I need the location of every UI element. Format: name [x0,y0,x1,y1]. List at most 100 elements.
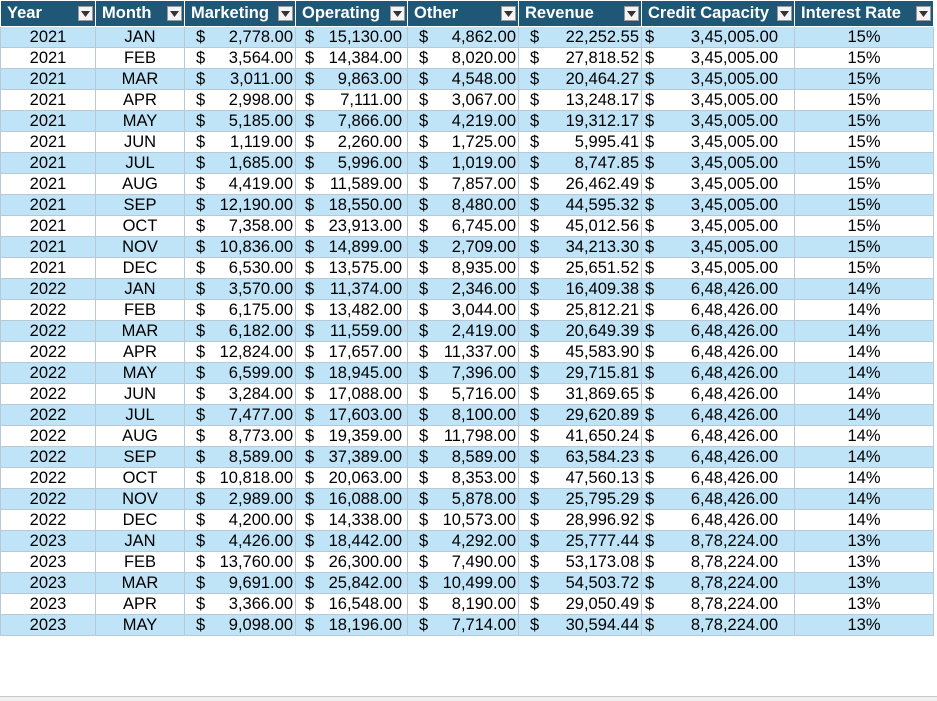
cell-interest-rate[interactable]: 13% [794,614,934,636]
cell-credit-capacity[interactable]: $3,45,005.00 [641,194,795,216]
cell-interest-rate[interactable]: 15% [794,47,934,69]
filter-dropdown-icon[interactable] [916,6,931,21]
cell-year[interactable]: 2021 [0,68,96,90]
cell-operating[interactable]: $23,913.00 [295,215,408,237]
cell-operating[interactable]: $2,260.00 [295,131,408,153]
cell-credit-capacity[interactable]: $8,78,224.00 [641,572,795,594]
cell-operating[interactable]: $16,088.00 [295,488,408,510]
cell-other[interactable]: $1,725.00 [407,131,519,153]
cell-other[interactable]: $7,714.00 [407,614,519,636]
cell-month[interactable]: NOV [95,488,185,510]
cell-marketing[interactable]: $12,824.00 [184,341,296,363]
cell-month[interactable]: FEB [95,299,185,321]
cell-revenue[interactable]: $25,651.52 [518,257,642,279]
cell-operating[interactable]: $14,384.00 [295,47,408,69]
cell-marketing[interactable]: $8,589.00 [184,446,296,468]
filter-dropdown-icon[interactable] [78,6,93,21]
cell-operating[interactable]: $7,111.00 [295,89,408,111]
cell-month[interactable]: JUN [95,131,185,153]
cell-interest-rate[interactable]: 15% [794,194,934,216]
cell-revenue[interactable]: $30,594.44 [518,614,642,636]
cell-operating[interactable]: $19,359.00 [295,425,408,447]
cell-other[interactable]: $1,019.00 [407,152,519,174]
cell-interest-rate[interactable]: 15% [794,89,934,111]
cell-revenue[interactable]: $45,583.90 [518,341,642,363]
cell-revenue[interactable]: $29,050.49 [518,593,642,615]
cell-other[interactable]: $2,419.00 [407,320,519,342]
column-header-revenue[interactable]: Revenue [518,0,642,27]
column-header-year[interactable]: Year [0,0,96,27]
cell-credit-capacity[interactable]: $3,45,005.00 [641,68,795,90]
cell-interest-rate[interactable]: 15% [794,131,934,153]
cell-year[interactable]: 2022 [0,425,96,447]
cell-interest-rate[interactable]: 14% [794,488,934,510]
cell-marketing[interactable]: $6,530.00 [184,257,296,279]
cell-other[interactable]: $2,709.00 [407,236,519,258]
cell-operating[interactable]: $11,559.00 [295,320,408,342]
cell-other[interactable]: $7,857.00 [407,173,519,195]
cell-marketing[interactable]: $3,011.00 [184,68,296,90]
cell-month[interactable]: DEC [95,509,185,531]
cell-interest-rate[interactable]: 15% [794,110,934,132]
cell-interest-rate[interactable]: 13% [794,530,934,552]
cell-interest-rate[interactable]: 14% [794,320,934,342]
cell-credit-capacity[interactable]: $6,48,426.00 [641,446,795,468]
cell-revenue[interactable]: $47,560.13 [518,467,642,489]
cell-interest-rate[interactable]: 14% [794,362,934,384]
cell-other[interactable]: $8,190.00 [407,593,519,615]
cell-other[interactable]: $4,219.00 [407,110,519,132]
cell-revenue[interactable]: $25,795.29 [518,488,642,510]
cell-operating[interactable]: $17,088.00 [295,383,408,405]
cell-interest-rate[interactable]: 14% [794,404,934,426]
cell-credit-capacity[interactable]: $3,45,005.00 [641,47,795,69]
cell-interest-rate[interactable]: 15% [794,152,934,174]
cell-operating[interactable]: $13,575.00 [295,257,408,279]
cell-marketing[interactable]: $5,185.00 [184,110,296,132]
cell-revenue[interactable]: $16,409.38 [518,278,642,300]
cell-interest-rate[interactable]: 14% [794,467,934,489]
cell-marketing[interactable]: $10,836.00 [184,236,296,258]
cell-month[interactable]: JUL [95,404,185,426]
cell-interest-rate[interactable]: 14% [794,278,934,300]
cell-year[interactable]: 2022 [0,299,96,321]
cell-revenue[interactable]: $26,462.49 [518,173,642,195]
cell-operating[interactable]: $14,899.00 [295,236,408,258]
cell-month[interactable]: MAR [95,572,185,594]
cell-month[interactable]: JAN [95,278,185,300]
cell-other[interactable]: $7,490.00 [407,551,519,573]
cell-credit-capacity[interactable]: $8,78,224.00 [641,551,795,573]
cell-revenue[interactable]: $5,995.41 [518,131,642,153]
cell-credit-capacity[interactable]: $6,48,426.00 [641,488,795,510]
cell-month[interactable]: FEB [95,551,185,573]
cell-revenue[interactable]: $8,747.85 [518,152,642,174]
cell-interest-rate[interactable]: 14% [794,299,934,321]
cell-month[interactable]: MAR [95,320,185,342]
cell-revenue[interactable]: $45,012.56 [518,215,642,237]
cell-credit-capacity[interactable]: $8,78,224.00 [641,614,795,636]
cell-year[interactable]: 2023 [0,551,96,573]
cell-marketing[interactable]: $9,098.00 [184,614,296,636]
column-header-interest-rate[interactable]: Interest Rate [794,0,934,27]
cell-other[interactable]: $5,716.00 [407,383,519,405]
cell-month[interactable]: MAY [95,614,185,636]
cell-marketing[interactable]: $4,426.00 [184,530,296,552]
cell-other[interactable]: $5,878.00 [407,488,519,510]
cell-other[interactable]: $3,067.00 [407,89,519,111]
cell-other[interactable]: $6,745.00 [407,215,519,237]
cell-year[interactable]: 2023 [0,572,96,594]
cell-year[interactable]: 2022 [0,278,96,300]
column-header-operating[interactable]: Operating [295,0,408,27]
cell-month[interactable]: AUG [95,425,185,447]
cell-operating[interactable]: $26,300.00 [295,551,408,573]
cell-year[interactable]: 2021 [0,131,96,153]
cell-revenue[interactable]: $25,812.21 [518,299,642,321]
cell-operating[interactable]: $18,442.00 [295,530,408,552]
cell-operating[interactable]: $5,996.00 [295,152,408,174]
cell-operating[interactable]: $11,589.00 [295,173,408,195]
cell-month[interactable]: JUL [95,152,185,174]
filter-dropdown-icon[interactable] [777,6,792,21]
cell-credit-capacity[interactable]: $6,48,426.00 [641,278,795,300]
cell-operating[interactable]: $16,548.00 [295,593,408,615]
cell-other[interactable]: $3,044.00 [407,299,519,321]
cell-other[interactable]: $4,292.00 [407,530,519,552]
